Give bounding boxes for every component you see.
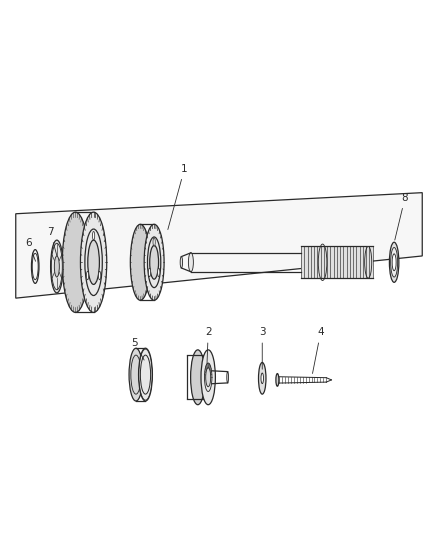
Polygon shape [301, 246, 372, 278]
Ellipse shape [99, 271, 101, 280]
Ellipse shape [129, 348, 143, 401]
Ellipse shape [258, 362, 266, 394]
Ellipse shape [51, 243, 62, 290]
Text: 3: 3 [259, 327, 265, 369]
Ellipse shape [261, 373, 264, 384]
Ellipse shape [191, 350, 205, 405]
Ellipse shape [51, 240, 63, 293]
Ellipse shape [188, 253, 194, 272]
Ellipse shape [148, 268, 151, 277]
Polygon shape [16, 192, 422, 298]
Ellipse shape [131, 224, 150, 300]
Ellipse shape [138, 348, 152, 401]
Text: 7: 7 [47, 227, 57, 256]
Ellipse shape [144, 224, 164, 300]
Ellipse shape [86, 271, 88, 280]
Ellipse shape [88, 240, 99, 285]
Ellipse shape [62, 212, 88, 312]
Ellipse shape [150, 245, 159, 279]
Text: 6: 6 [25, 238, 35, 261]
Ellipse shape [227, 372, 229, 383]
Ellipse shape [392, 254, 396, 271]
Ellipse shape [85, 229, 102, 295]
Ellipse shape [140, 355, 151, 394]
Ellipse shape [92, 231, 95, 240]
Ellipse shape [391, 247, 398, 277]
Ellipse shape [81, 212, 107, 312]
Ellipse shape [276, 374, 279, 386]
Text: 5: 5 [131, 338, 144, 360]
Ellipse shape [131, 355, 141, 394]
Ellipse shape [148, 237, 161, 288]
Ellipse shape [201, 350, 215, 405]
Ellipse shape [153, 238, 155, 246]
Ellipse shape [365, 246, 372, 278]
Ellipse shape [389, 242, 399, 282]
Ellipse shape [206, 368, 211, 387]
Ellipse shape [205, 363, 212, 392]
Text: 8: 8 [395, 193, 408, 240]
Ellipse shape [158, 268, 160, 277]
Text: 2: 2 [205, 327, 212, 364]
Ellipse shape [180, 256, 183, 268]
Text: 4: 4 [313, 327, 324, 374]
Text: 1: 1 [168, 164, 188, 230]
Ellipse shape [54, 256, 59, 277]
